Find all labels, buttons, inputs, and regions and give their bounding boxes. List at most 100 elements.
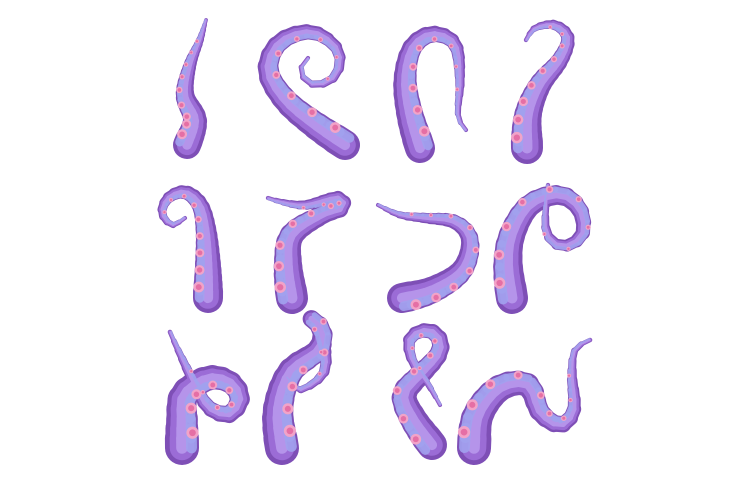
tentacle-segment — [525, 33, 531, 41]
sucker-center — [322, 350, 327, 355]
tentacle-segment — [308, 378, 320, 388]
tentacle-segment — [571, 349, 576, 362]
sucker-center — [473, 248, 478, 252]
sucker-center — [433, 294, 439, 301]
tentacle-underside — [426, 379, 434, 390]
tentacle-underside — [453, 215, 465, 225]
sucker-center — [394, 388, 400, 393]
sucker-center — [227, 388, 232, 393]
sucker-center — [569, 398, 572, 402]
sucker-center — [460, 428, 468, 436]
tentacle-segment — [274, 199, 285, 204]
tentacle-icon — [393, 25, 469, 163]
sucker-center — [451, 284, 457, 290]
tentacle-underside — [289, 204, 300, 209]
tentacle-segment — [532, 25, 541, 30]
sucker-center — [562, 416, 566, 420]
tentacle-icon — [173, 18, 208, 159]
tentacle-icon — [457, 337, 593, 465]
sucker-center — [276, 51, 281, 56]
sucker-center — [184, 121, 190, 127]
tentacle-segment — [398, 213, 409, 218]
tentacle-icon — [257, 24, 360, 160]
sucker-center — [421, 128, 428, 135]
sucker-center — [201, 391, 205, 394]
tentacle-underside — [554, 245, 569, 251]
sucker-center — [289, 383, 296, 390]
sucker-center — [188, 405, 195, 412]
tentacle-segment — [384, 207, 393, 213]
tentacle-underside — [303, 74, 315, 84]
sucker-center — [468, 225, 472, 230]
sucker-center — [418, 366, 421, 370]
tentacle-segment — [180, 357, 188, 369]
tentacle-underside — [305, 204, 317, 210]
tentacle-segment — [459, 121, 467, 131]
sucker-center — [182, 194, 186, 198]
tentacle-underside — [320, 320, 331, 336]
sucker-center — [496, 251, 503, 258]
sucker-center — [429, 213, 433, 217]
tentacle-segment — [390, 210, 401, 216]
tentacle-underside — [301, 58, 310, 69]
tentacle-segment — [161, 215, 169, 224]
sucker-center — [449, 214, 453, 218]
tentacle-grid — [157, 18, 593, 465]
tentacle-segment — [544, 225, 551, 239]
tentacle-segment — [419, 372, 428, 383]
sucker-center — [543, 232, 546, 236]
tentacle-underside — [391, 209, 401, 215]
tentacle-underside — [384, 206, 394, 212]
sucker-center — [552, 57, 556, 61]
tentacle-underside — [542, 204, 546, 218]
sucker-center — [432, 37, 437, 41]
sucker-center — [179, 131, 185, 138]
sucker-center — [309, 211, 314, 216]
sucker-center — [538, 393, 544, 398]
tentacle-underside — [398, 211, 409, 216]
tentacle-segment — [300, 66, 304, 79]
sucker-center — [286, 427, 294, 435]
sucker-center — [567, 247, 570, 251]
sucker-center — [229, 402, 234, 407]
sucker-center — [189, 429, 196, 437]
tentacle-segment — [289, 202, 301, 207]
sucker-center — [321, 319, 326, 324]
tentacle-underside — [178, 216, 185, 222]
tentacle-segment — [334, 45, 342, 60]
tentacle-underside — [567, 378, 573, 392]
tentacle-segment — [409, 356, 417, 368]
tentacle-underside — [529, 28, 536, 36]
tentacle-segment — [580, 339, 591, 345]
sucker-center — [540, 68, 545, 73]
sucker-center — [332, 124, 339, 131]
sucker-center — [300, 367, 306, 373]
sucker-center — [520, 199, 525, 205]
tentacle-icon — [375, 202, 480, 313]
tentacle-segment — [184, 365, 193, 378]
tentacle-segment — [169, 331, 175, 342]
sucker-center — [326, 77, 329, 80]
tentacle-underside — [274, 201, 284, 205]
tentacle-underside — [458, 122, 466, 132]
tentacle-segment — [545, 194, 548, 208]
tentacle-underside — [170, 330, 176, 342]
sucker-center — [195, 284, 202, 291]
sucker-center — [454, 65, 458, 68]
sucker-center — [184, 114, 190, 119]
sucker-center — [417, 46, 422, 50]
tentacle-underside — [174, 339, 181, 351]
tentacle-underside — [421, 371, 429, 382]
tentacle-segment — [538, 23, 548, 28]
tentacle-icon — [265, 190, 352, 314]
tentacle-segment — [430, 388, 437, 398]
sucker-center — [177, 88, 182, 92]
tentacle-segment — [176, 348, 184, 360]
sucker-center — [302, 206, 305, 209]
tentacle-underside — [455, 93, 459, 106]
sucker-center — [169, 198, 173, 202]
sucker-center — [549, 26, 552, 29]
sucker-center — [412, 301, 419, 308]
tentacle-underside — [582, 208, 591, 224]
tentacle-underside — [178, 347, 185, 359]
